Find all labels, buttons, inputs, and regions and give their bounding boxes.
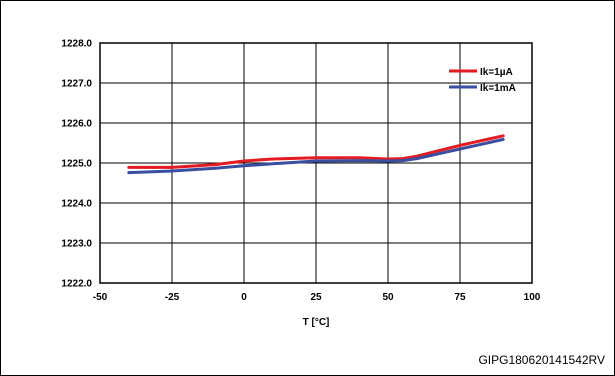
x-tick-label: -50 [93, 292, 108, 303]
grid [100, 43, 532, 283]
x-tick-label: -25 [165, 292, 180, 303]
x-tick-label: 75 [454, 292, 466, 303]
y-tick-label: 1225.0 [61, 159, 92, 170]
plot-area-border [99, 42, 533, 284]
x-axis-label: T [°C] [303, 317, 330, 328]
x-tick-label: 25 [310, 292, 322, 303]
series-line-2 [127, 137, 505, 175]
series-lines [127, 134, 505, 175]
legend: Ik=1µA Ik=1mA [449, 67, 516, 94]
x-tick-label: 100 [524, 292, 541, 303]
tick-labels: -50 -25 0 25 50 75 100 1222.0 1223.0 1224.0 1225.0… [61, 39, 540, 304]
y-tick-label: 1227.0 [61, 79, 92, 90]
series-line-1 [127, 134, 505, 169]
y-tick-label: 1223.0 [61, 239, 92, 250]
figure-code: GIPG180620141542RV [478, 353, 605, 367]
y-tick-label: 1226.0 [61, 119, 92, 130]
x-tick-label: 50 [382, 292, 394, 303]
y-tick-label: 1222.0 [61, 279, 92, 290]
y-tick-label: 1224.0 [61, 199, 92, 210]
legend-entry: Ik=1mA [480, 83, 516, 94]
x-tick-label: 0 [241, 292, 247, 303]
legend-entry: Ik=1µA [480, 67, 513, 78]
y-tick-label: 1228.0 [61, 39, 92, 50]
